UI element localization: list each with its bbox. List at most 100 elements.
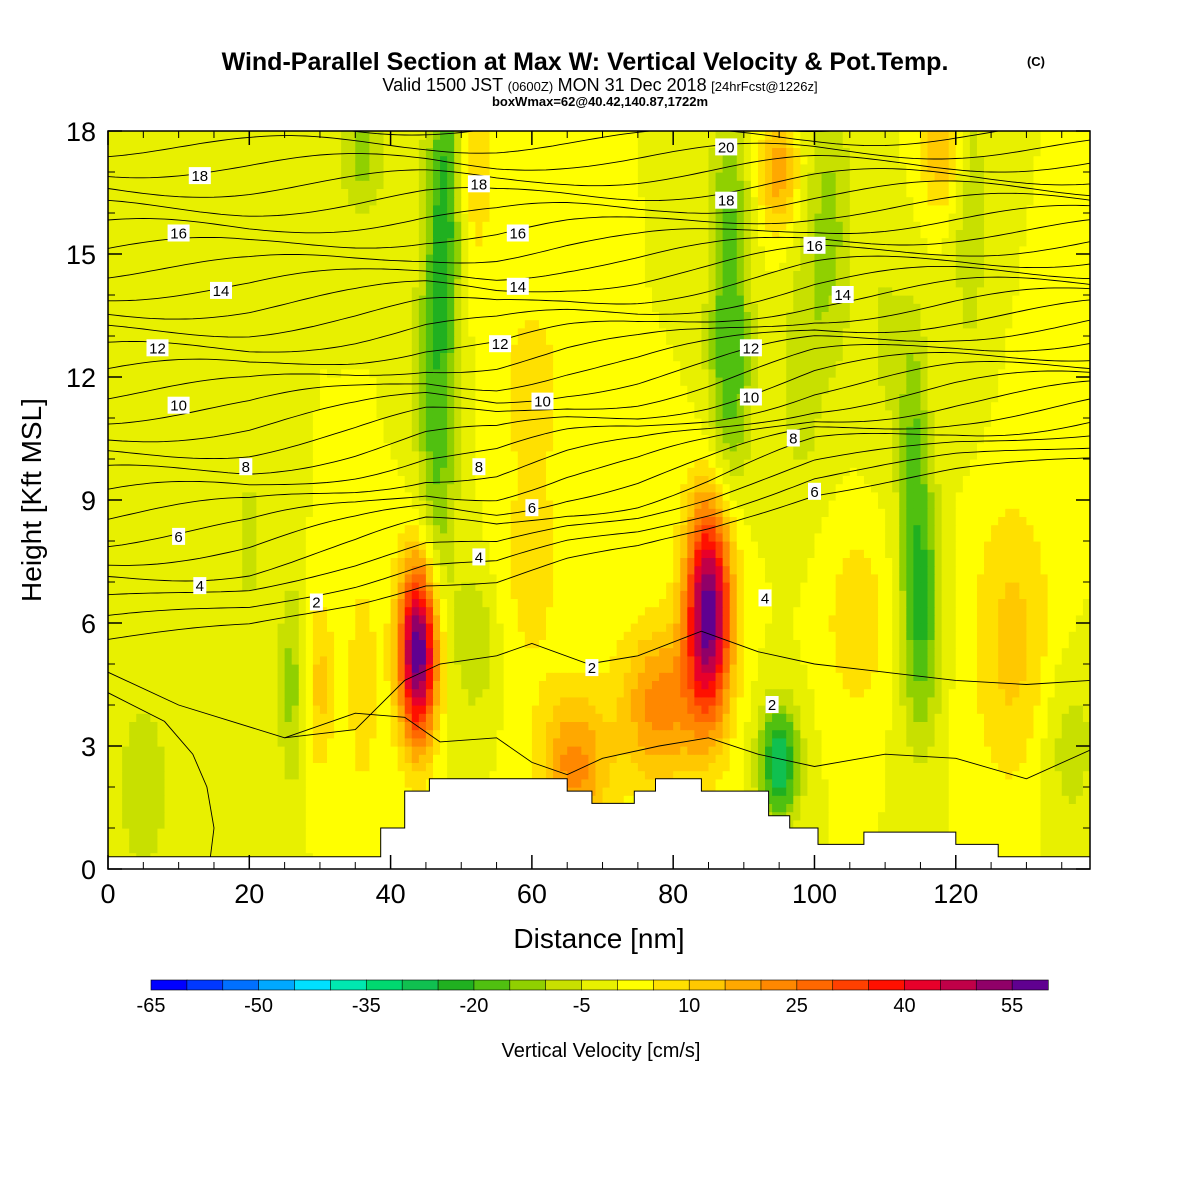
contour-label: 8 [786,429,800,448]
colorbar-tick-label: -5 [573,995,591,1017]
colorbar-swatch [724,979,762,991]
colorbar-swatch [509,979,547,991]
contour-label: 10 [531,392,554,411]
contour-label: 8 [239,458,253,476]
theta-contour-line [108,319,1090,443]
contour-label: 20 [715,138,738,156]
theta-contour-line [108,192,1090,249]
axis-ticks [107,130,1090,870]
x-tick-label: 60 [517,879,547,909]
theta-contour-line [108,457,1090,640]
y-tick-label: 9 [81,486,96,516]
box-info: boxWmax=62@40.42,140.87,1722m [492,94,708,109]
contour-label: 14 [210,281,232,300]
y-tick-label: 6 [81,609,96,639]
colorbar-swatch [1011,979,1049,991]
theta-contour-line [108,692,215,857]
theta-contour-line [108,139,1090,179]
colorbar-swatch [186,979,224,991]
contour-label: 18 [467,175,490,193]
theta-contour-line [108,447,1090,616]
contour-label: 10 [167,396,190,415]
x-axis-label: Distance [nm] [513,923,684,954]
x-tick-label: 80 [658,879,688,909]
subtitle-forecast: [24hrFcst@1226z] [711,79,817,94]
theta-contour-line [108,180,1090,234]
y-tick-label: 3 [81,732,96,762]
colorbar-swatch [832,979,870,991]
subtitle-utc: (0600Z) [508,79,554,94]
theta-contour-line [108,255,1090,338]
colorbar [150,979,1049,991]
theta-contour-line [108,352,1090,475]
contour-labels: 18 16 14 12 10 8 6 4 2 18 16 14 12 10 8 6 4 2 20 18 16 14 12 10… [146,138,854,714]
contour-label: 18 [715,191,738,210]
theta-contour-line [108,435,1090,596]
colorbar-tick-labels: -65 -50 -35 -20 -5 10 25 40 55 [137,995,1024,1017]
contour-label: 2 [765,696,779,714]
colorbar-swatch [940,979,977,991]
colorbar-tick-label: 55 [1001,995,1023,1017]
contour-label: 2 [585,659,599,677]
contour-label: 6 [172,527,186,546]
contour-label: 8 [472,458,486,476]
theta-contour-line [108,299,1090,425]
copyright-mark: (C) [1027,54,1045,69]
theta-contour-line [284,712,1090,780]
colorbar-tick-label: 40 [893,995,915,1017]
theta-contour-line [108,370,1090,520]
colorbar-tick-label: -65 [137,995,166,1017]
contour-label: 12 [146,339,169,357]
theta-contour-line [108,361,1090,490]
terrain [108,778,1090,869]
chart-subtitle: Valid 1500 JST (0600Z) MON 31 Dec 2018 [… [382,75,817,95]
theta-contour-line [108,168,1090,217]
theta-contour-line [108,398,1090,566]
theta-contour-line [108,219,1090,302]
axis-tick-labels: 0 20 40 60 80 100 120 0 3 6 9 12 15 18 [66,117,978,909]
chart-title: Wind-Parallel Section at Max W: Vertical… [222,48,949,76]
colorbar-swatch [150,979,188,991]
colorbar-swatch [975,979,1013,991]
y-axis-label: Height [Kft MSL] [16,398,47,602]
contour-label: 4 [193,577,207,595]
contour-label: 18 [188,167,211,185]
contour-label: 14 [831,286,854,304]
colorbar-swatch [653,979,690,991]
colorbar-tick-label: -50 [244,995,273,1017]
colorbar-swatch [222,979,260,991]
vertical-velocity-field [108,131,1090,869]
y-tick-label: 15 [66,240,96,270]
colorbar-swatch [868,979,906,991]
theta-contour-line [108,265,1090,353]
contour-label: 6 [525,499,539,517]
contour-label: 4 [758,589,772,607]
colorbar-swatch [688,979,726,991]
terrain-profile [108,778,1090,869]
contour-label: 4 [472,548,486,566]
y-tick-label: 0 [81,855,96,885]
x-tick-label: 0 [100,879,115,909]
colorbar-swatch [617,979,654,991]
colorbar-swatch [473,979,511,991]
contour-label: 2 [309,593,323,612]
x-tick-label: 40 [376,879,406,909]
subtitle-date: MON 31 Dec 2018 [558,75,707,95]
contour-label: 6 [808,482,821,501]
contour-label: 16 [803,236,826,255]
theta-contours [108,131,1090,857]
colorbar-swatch [796,979,834,991]
theta-contour-line [108,276,1090,370]
colorbar-swatch [294,979,331,991]
colorbar-swatch [437,979,475,991]
theta-contour-line [108,380,1090,548]
theta-contour-line [108,241,1090,320]
colorbar-tick-label: 10 [678,995,700,1017]
y-tick-label: 12 [66,363,96,393]
x-tick-label: 20 [234,879,264,909]
colorbar-swatch [330,979,367,991]
theta-contour-line [108,131,1002,158]
contour-label: 16 [506,224,529,243]
theta-contour-line [108,155,1090,198]
colorbar-swatch [904,979,941,991]
